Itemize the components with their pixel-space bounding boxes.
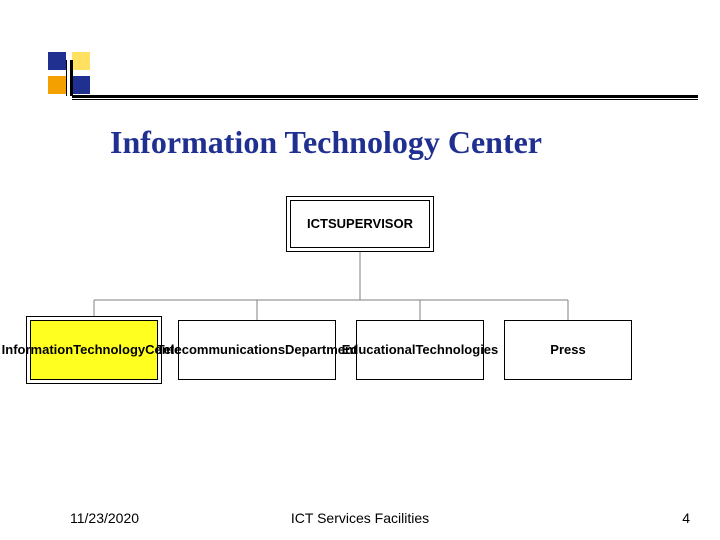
org-child-node: TelecommunicationsDepartment <box>178 320 336 380</box>
org-node-label-line: Technology <box>73 342 145 358</box>
decor-square <box>48 76 66 94</box>
org-child-node: InformationTechnologyCenter <box>30 320 158 380</box>
title-rule-thin <box>72 99 698 100</box>
title-vline <box>66 60 67 96</box>
title-rule-thick <box>72 95 698 98</box>
decor-square <box>72 76 90 94</box>
org-chart: ICTSUPERVISORInformationTechnologyCenter… <box>50 200 670 420</box>
footer-page-number: 4 <box>682 510 690 526</box>
org-root-node: ICTSUPERVISOR <box>290 200 430 248</box>
slide-title: Information Technology Center <box>110 124 698 161</box>
decor-square <box>48 52 66 70</box>
title-vline-thick <box>70 60 73 96</box>
org-node-label-line: SUPERVISOR <box>328 216 413 232</box>
org-node-label-line: ICT <box>307 216 328 232</box>
org-node-label-line: Educational <box>342 342 416 358</box>
decor-square <box>72 52 90 70</box>
org-child-node: Press <box>504 320 632 380</box>
org-child-node: EducationalTechnologies <box>356 320 484 380</box>
org-node-label-line: Information <box>2 342 74 358</box>
org-node-label-line: Telecommunications <box>157 342 285 358</box>
org-node-label-line: Press <box>550 342 585 358</box>
org-node-label-line: Technologies <box>415 342 498 358</box>
footer-center-text: ICT Services Facilities <box>0 510 720 526</box>
